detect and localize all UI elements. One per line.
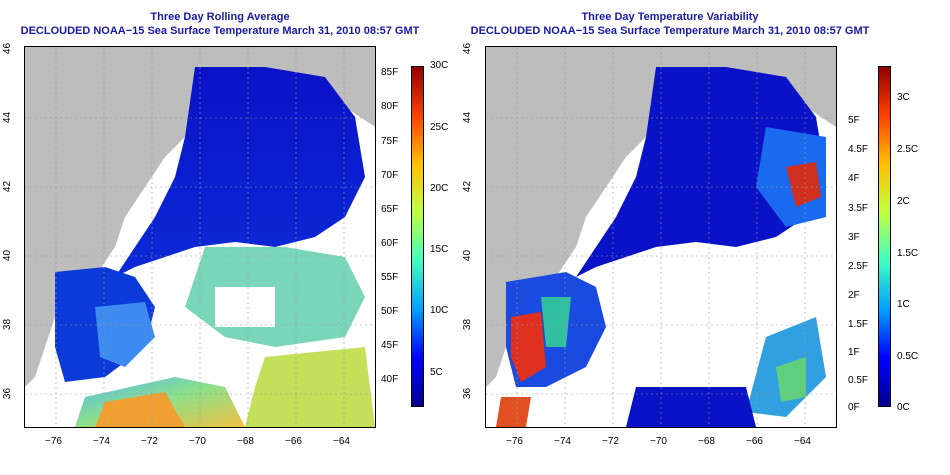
lon-tick: −66: [746, 436, 763, 447]
graticule: [486, 47, 836, 427]
lon-tick: −64: [794, 436, 811, 447]
south-strip: [626, 387, 756, 427]
colorbar-f-label: 3F: [848, 232, 860, 243]
lon-tick: −74: [93, 436, 110, 447]
gulf-of-maine-east-hot: [786, 162, 821, 207]
lon-tick: −72: [602, 436, 619, 447]
colorbar-c-label: 0C: [897, 402, 910, 413]
lat-tick: 42: [2, 180, 14, 193]
right-title: Three Day Temperature Variability: [581, 11, 759, 23]
colorbar-f-label: 80F: [381, 101, 399, 112]
lat-tick: 40: [462, 249, 474, 262]
corner-hot: [496, 397, 531, 427]
warm-core: [95, 392, 185, 427]
colorbar-f-label: 1.5F: [848, 319, 869, 330]
lat-tick: 44: [2, 111, 14, 124]
colorbar-f-label: 45F: [381, 340, 399, 351]
colorbar-c-label: 15C: [430, 244, 449, 255]
left-map: [24, 46, 376, 428]
lon-tick: −76: [45, 436, 62, 447]
colorbar-c-label: 30C: [430, 60, 449, 71]
colorbar-c-label: 5C: [430, 367, 443, 378]
south-patch-high: [776, 357, 806, 402]
colorbar-c-label: 3C: [897, 92, 910, 103]
colorbar-f-label: 85F: [381, 67, 399, 78]
lat-tick: 36: [462, 387, 474, 400]
colorbar-f-label: 55F: [381, 272, 399, 283]
lat-tick: 46: [462, 42, 474, 55]
sargasso: [245, 347, 375, 427]
colorbar-f-label: 4.5F: [848, 144, 869, 155]
lat-tick: 38: [462, 318, 474, 331]
lon-tick: −74: [554, 436, 571, 447]
lon-tick: −70: [650, 436, 667, 447]
left-title: Three Day Rolling Average: [150, 11, 290, 23]
colorbar-f-label: 75F: [381, 136, 399, 147]
left-colorbar: [411, 66, 424, 407]
cloud-patch: [215, 287, 275, 327]
shelf-warm: [95, 302, 155, 367]
colorbar-c-label: 1C: [897, 299, 910, 310]
colorbar-f-label: 40F: [381, 374, 399, 385]
colorbar-f-label: 4F: [848, 173, 860, 184]
cloud-patch: [155, 347, 195, 377]
lat-tick: 44: [462, 111, 474, 124]
colorbar-c-label: 0.5C: [897, 351, 919, 362]
colorbar-f-label: 70F: [381, 170, 399, 181]
lat-tick: 42: [462, 180, 474, 193]
high-variability: [511, 312, 546, 382]
colorbar-c-label: 1.5C: [897, 248, 919, 259]
lon-tick: −66: [285, 436, 302, 447]
colorbar-c-label: 2C: [897, 196, 910, 207]
right-subtitle: DECLOUDED NOAA−15 Sea Surface Temperatur…: [470, 25, 870, 37]
graticule: [25, 47, 375, 427]
left-map-graphic: [25, 47, 375, 427]
lat-tick: 36: [2, 387, 14, 400]
lon-tick: −70: [189, 436, 206, 447]
moderate-variability: [541, 297, 571, 347]
colorbar-f-label: 2F: [848, 290, 860, 301]
left-subtitle: DECLOUDED NOAA−15 Sea Surface Temperatur…: [20, 25, 420, 37]
lon-tick: −68: [237, 436, 254, 447]
land: [25, 47, 375, 387]
colorbar-f-label: 0.5F: [848, 375, 869, 386]
colorbar-f-label: 60F: [381, 238, 399, 249]
colorbar-f-label: 65F: [381, 204, 399, 215]
colorbar-f-label: 0F: [848, 402, 860, 413]
lon-tick: −72: [141, 436, 158, 447]
gulf-of-maine: [576, 67, 826, 277]
colorbar-f-label: 1F: [848, 347, 860, 358]
colorbar-f-label: 5F: [848, 115, 860, 126]
colorbar-c-label: 20C: [430, 183, 449, 194]
lat-tick: 40: [2, 249, 14, 262]
lon-tick: −76: [506, 436, 523, 447]
colorbar-f-label: 2.5F: [848, 261, 869, 272]
colorbar-f-label: 3.5F: [848, 203, 869, 214]
colorbar-c-label: 2.5C: [897, 144, 919, 155]
right-map-graphic: [486, 47, 836, 427]
colorbar-f-label: 50F: [381, 306, 399, 317]
colorbar-c-label: 10C: [430, 305, 449, 316]
right-colorbar: [878, 66, 891, 407]
gulf-of-maine: [115, 67, 365, 277]
land: [486, 47, 836, 387]
right-map: [485, 46, 837, 428]
lon-tick: −68: [698, 436, 715, 447]
lat-tick: 46: [2, 42, 14, 55]
lon-tick: −64: [333, 436, 350, 447]
colorbar-c-label: 25C: [430, 122, 449, 133]
lat-tick: 38: [2, 318, 14, 331]
